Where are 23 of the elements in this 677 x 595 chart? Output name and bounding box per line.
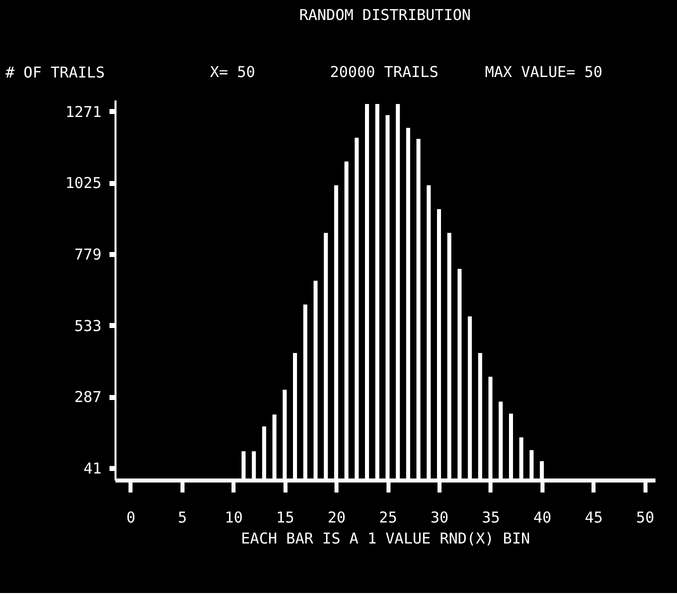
x-tick-label: 45 <box>584 508 603 526</box>
y-tick-label: 1025 <box>65 174 102 192</box>
y-tick-label: 41 <box>83 460 102 478</box>
x-axis-title: EACH BAR IS A 1 VALUE RND(X) BIN <box>241 530 530 548</box>
x-tick-label: 30 <box>430 508 449 526</box>
x-tick-label: 10 <box>224 508 243 526</box>
x-tick-label: 20 <box>328 508 346 526</box>
y-tick-label: 779 <box>74 246 102 264</box>
x-tick-label: 40 <box>533 508 552 526</box>
chart-title: RANDOM DISTRIBUTION <box>299 6 471 24</box>
x-tick-label: 35 <box>482 508 500 526</box>
y-tick-label: 533 <box>74 316 102 335</box>
text: X= 50 <box>210 63 256 81</box>
x-tick-label: 5 <box>178 508 187 526</box>
x-tick-label: 25 <box>379 508 398 526</box>
x-tick-label: 50 <box>636 508 654 526</box>
x-tick-label: 15 <box>276 508 294 526</box>
y-tick-label: 1271 <box>65 102 102 121</box>
x-tick-label: 0 <box>126 508 136 526</box>
text: 20000 TRAILS <box>330 63 438 81</box>
y-tick-label: 287 <box>74 388 102 406</box>
text: MAX VALUE= 50 <box>485 63 602 81</box>
y-axis-title: # OF TRAILS <box>6 64 105 82</box>
